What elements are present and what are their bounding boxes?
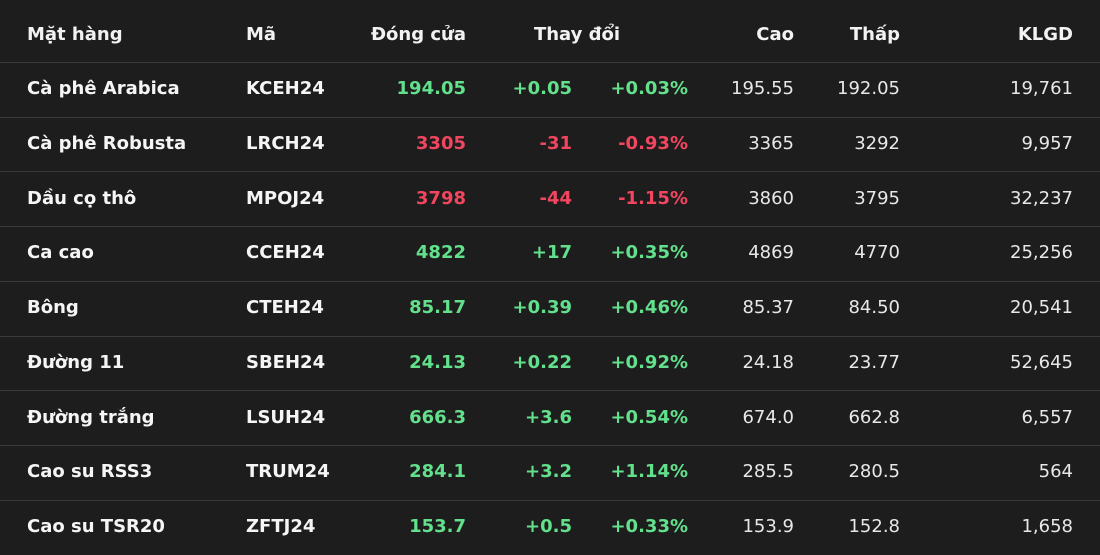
table-cell: 52,645: [1010, 351, 1073, 373]
table-cell: 1,658: [1021, 515, 1073, 537]
table-cell: -0.93%: [618, 133, 688, 155]
header-cell: Mã: [246, 24, 277, 45]
table-cell: 666.3: [409, 406, 466, 428]
table-cell: 24.13: [409, 351, 466, 373]
table-cell: 3305: [415, 133, 466, 155]
table-cell: ZFTJ24: [246, 515, 316, 537]
table-cell: Dầu cọ thô: [27, 187, 137, 209]
header-cell: Thay đổi: [533, 24, 621, 45]
table-cell: 285.5: [742, 461, 794, 483]
table-cell: 3798: [415, 187, 466, 209]
table-cell: 152.8: [848, 515, 900, 537]
table-cell: 24.18: [742, 351, 794, 373]
table-cell: KCEH24: [246, 78, 325, 100]
table-cell: 84.50: [848, 297, 900, 319]
table-cell: +1.14%: [610, 461, 688, 483]
table-cell: 4869: [748, 242, 794, 264]
row-separator: [0, 62, 1100, 63]
table-cell: LSUH24: [246, 406, 326, 428]
table-cell: Đường trắng: [27, 406, 155, 428]
table-cell: -31: [539, 133, 572, 155]
header-cell: KLGD: [1017, 24, 1073, 45]
table-cell: LRCH24: [246, 133, 325, 155]
table-cell: CTEH24: [246, 297, 324, 319]
table-cell: Cao su RSS3: [27, 461, 153, 483]
table-cell: Cà phê Arabica: [27, 78, 180, 100]
table-cell: 3860: [748, 187, 794, 209]
table-cell: 23.77: [848, 351, 900, 373]
table-cell: 192.05: [837, 78, 900, 100]
table-cell: 3795: [854, 187, 900, 209]
table-cell: 674.0: [742, 406, 794, 428]
table-cell: 662.8: [848, 406, 900, 428]
header-cell: Đóng cửa: [370, 24, 466, 45]
table-cell: Bông: [27, 297, 79, 319]
header-cell: Cao: [756, 24, 794, 45]
table-cell: +0.35%: [610, 242, 688, 264]
table-cell: 6,557: [1021, 406, 1073, 428]
table-cell: +17: [531, 242, 572, 264]
table-cell: SBEH24: [246, 351, 326, 373]
table-cell: 153.7: [409, 515, 466, 537]
table-cell: Cà phê Robusta: [27, 133, 187, 155]
table-cell: Cao su TSR20: [27, 515, 165, 537]
table-cell: 32,237: [1010, 187, 1073, 209]
table-cell: 19,761: [1010, 78, 1073, 100]
row-separator: [0, 171, 1100, 173]
table-cell: Ca cao: [27, 242, 94, 264]
table-cell: 3365: [748, 133, 794, 155]
table-cell: +3.2: [525, 461, 572, 483]
row-separator: [0, 116, 1100, 118]
table-cell: CCEH24: [246, 242, 325, 264]
table-cell: 85.17: [409, 297, 466, 319]
row-separator: [0, 499, 1100, 501]
table-cell: 20,541: [1010, 297, 1073, 319]
table-cell: 195.55: [731, 78, 794, 100]
table-cell: 4822: [415, 242, 466, 264]
table-cell: 280.5: [848, 461, 900, 483]
table-cell: 3292: [854, 133, 900, 155]
table-cell: 9,957: [1021, 133, 1073, 155]
table-cell: +0.92%: [610, 351, 688, 373]
row-separator: [0, 226, 1100, 228]
row-separator: [0, 335, 1100, 337]
table-cell: +0.39: [512, 297, 573, 319]
row-separator: [0, 444, 1100, 446]
table-cell: 85.37: [742, 297, 794, 319]
table-cell: +0.46%: [610, 297, 688, 319]
table-cell: -1.15%: [618, 187, 688, 209]
header-cell: Thấp: [849, 24, 900, 45]
table-cell: +0.5: [525, 515, 572, 537]
table-cell: +3.6: [525, 406, 572, 428]
table-cell: +0.22: [512, 351, 573, 373]
row-separator: [0, 390, 1100, 392]
table-cell: 4770: [854, 242, 900, 264]
table-cell: 284.1: [409, 461, 466, 483]
row-separator: [0, 280, 1100, 282]
table-cell: -44: [539, 187, 572, 209]
table-cell: 25,256: [1010, 242, 1073, 264]
table-cell: Đường 11: [27, 351, 125, 373]
table-cell: 153.9: [742, 515, 794, 537]
table-cell: 194.05: [396, 78, 466, 100]
table-cell: +0.54%: [610, 406, 688, 428]
header-cell: Mặt hàng: [27, 24, 123, 45]
table-cell: 564: [1038, 461, 1073, 483]
table-cell: MPOJ24: [246, 187, 325, 209]
table-cell: +0.05: [512, 78, 573, 100]
table-cell: +0.33%: [610, 515, 688, 537]
table-cell: +0.03%: [610, 78, 688, 100]
table-cell: TRUM24: [246, 461, 330, 483]
